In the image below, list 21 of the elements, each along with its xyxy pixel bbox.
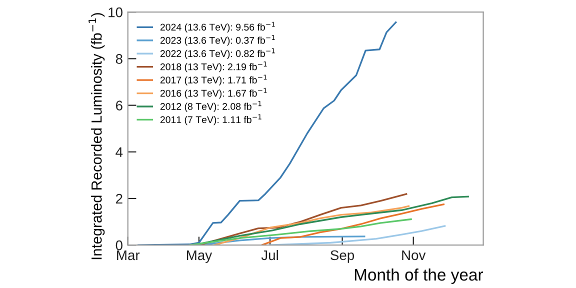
- x-tick-label: Jul: [261, 250, 278, 260]
- x-tick-label: Nov: [402, 250, 426, 260]
- x-tick-label: May: [186, 250, 212, 263]
- legend-label: 2023 (13.6 TeV): 0.37 fb$^{−1}$: [160, 35, 275, 46]
- legend-label: 2016 (13 TeV): 1.67 fb$^{−1}$: [160, 88, 267, 99]
- legend-label: 2022 (13.6 TeV): 0.82 fb$^{−1}$: [160, 48, 275, 59]
- y-tick-label: 4: [116, 147, 123, 157]
- legend-label: 2017 (13 TeV): 1.71 fb$^{−1}$: [160, 74, 267, 86]
- y-tick-label: 6: [116, 100, 122, 110]
- legend-label: 2018 (13 TeV): 2.19 fb$^{−1}$: [160, 61, 267, 72]
- y-tick-label: 2: [116, 194, 122, 204]
- y-tick-label: 0: [116, 240, 122, 250]
- legend-label: 2011 (7 TeV): 1.11 fb$^{−1}$: [160, 114, 262, 126]
- y-tick-label: 10: [108, 7, 122, 18]
- legend-label: 2024 (13.6 TeV): 9.56 fb$^{−1}$: [160, 22, 275, 33]
- y-axis-title: Integrated Recorded Luminosity (fb$^{−1}$): [88, 13, 105, 260]
- x-tick-label: Sep: [330, 250, 354, 263]
- legend-label: 2012 (8 TeV): 2.08 fb$^{−1}$: [160, 101, 262, 112]
- x-axis-title: Month of the year: [354, 268, 483, 284]
- y-tick-label: 8: [116, 54, 122, 64]
- x-tick-label: Mar: [117, 250, 140, 260]
